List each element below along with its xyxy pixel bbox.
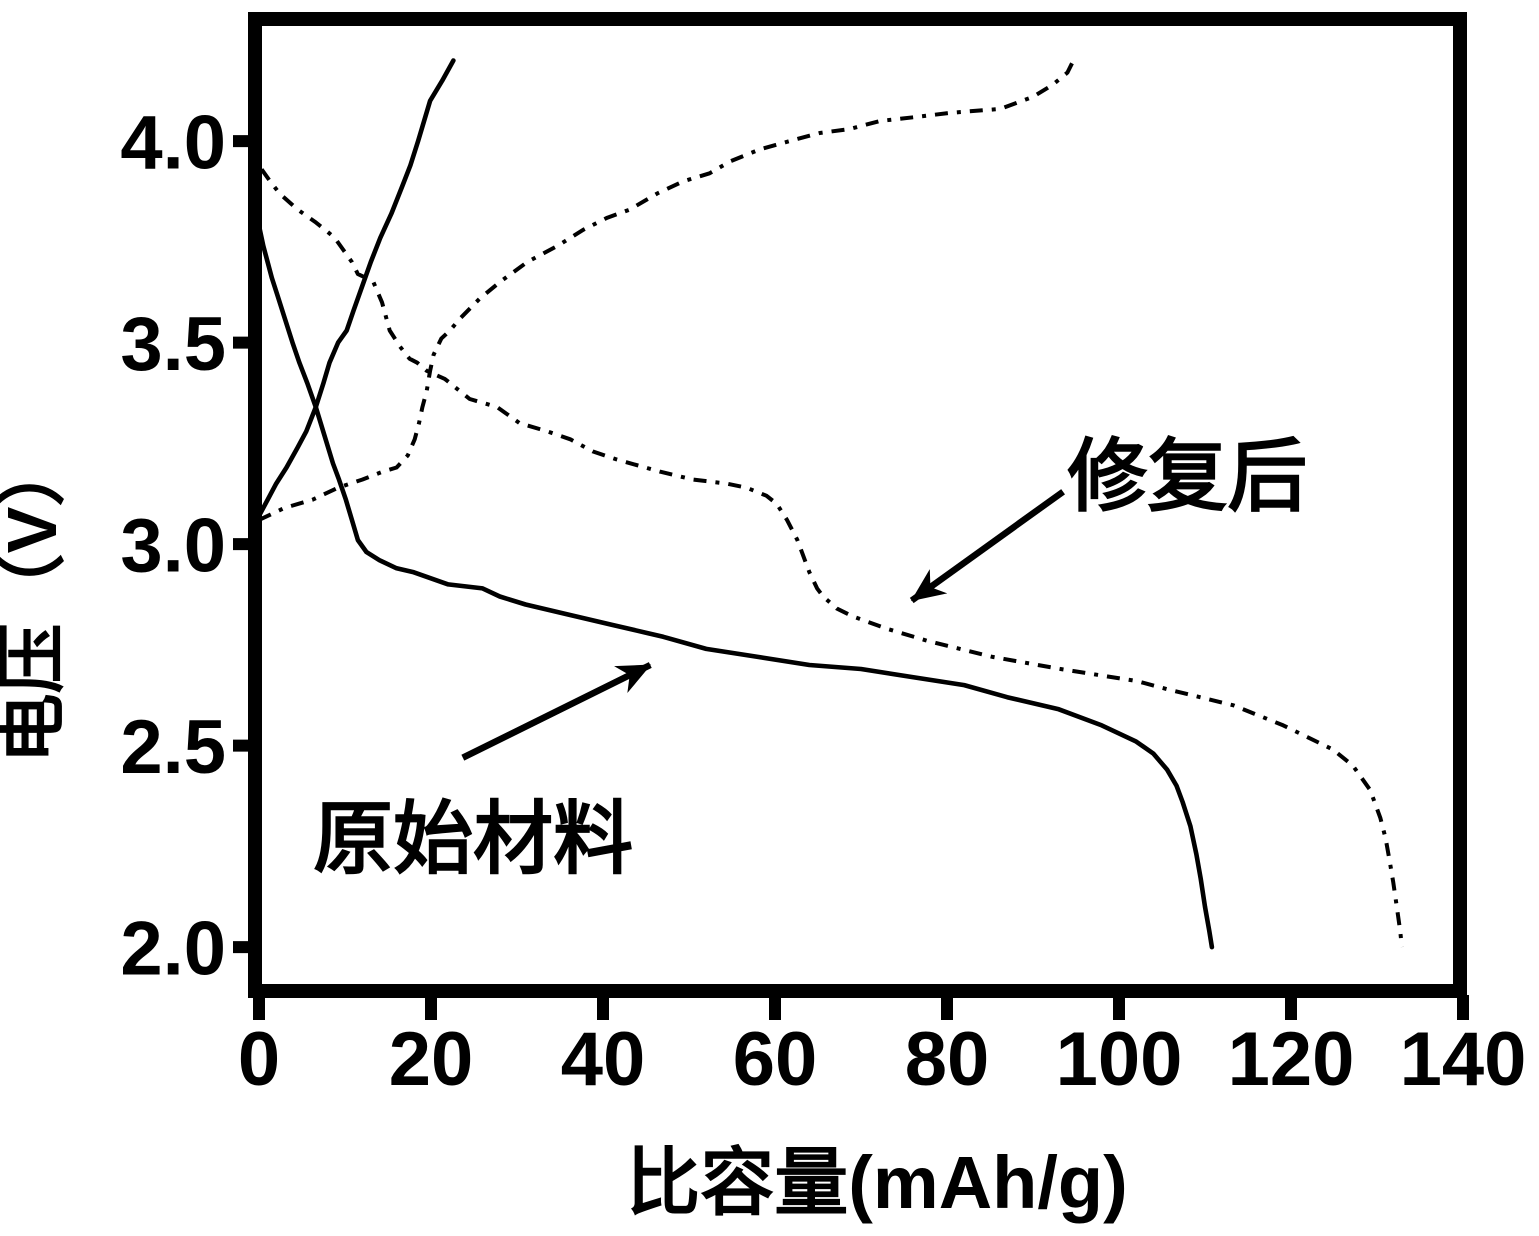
series-original-material-discharge [256,223,1215,950]
x-tick-label: 120 [1228,1017,1355,1102]
y-axis-title: 电压（V） [0,437,71,764]
x-axis: 0 20 40 60 80 100 120 140 [238,995,1527,1102]
series-original-material-charge [256,58,456,519]
series-restored-discharge [259,168,1404,948]
x-tick-label: 100 [1056,1017,1183,1102]
x-tick-label: 80 [905,1017,990,1102]
annotation-original: 原始材料 [313,662,652,883]
x-tick-label: 140 [1400,1017,1527,1102]
y-tick-label: 4.0 [120,100,226,185]
x-tick-label: 40 [561,1017,646,1102]
annotation-label-restored: 修复后 [1067,432,1307,521]
y-tick-label: 2.5 [120,705,226,790]
x-tick-label: 20 [389,1017,474,1102]
series-curves [256,58,1404,950]
y-tick-label: 3.5 [120,302,226,387]
y-tick-label: 3.0 [120,503,226,588]
annotation-restored: 修复后 [909,432,1307,604]
series-restored-charge [258,59,1076,522]
plot-border [248,12,1467,998]
annotation-arrow-restored [909,489,1065,604]
x-tick-label: 0 [238,1017,280,1102]
annotation-arrow-original [461,662,652,761]
y-tick-label: 2.0 [120,906,226,991]
x-axis-title: 比容量(mAh/g) [626,1141,1128,1224]
x-tick-label: 60 [733,1017,818,1102]
y-axis: 2.0 2.5 3.0 3.5 4.0 [120,100,258,991]
annotation-label-original: 原始材料 [313,794,633,883]
